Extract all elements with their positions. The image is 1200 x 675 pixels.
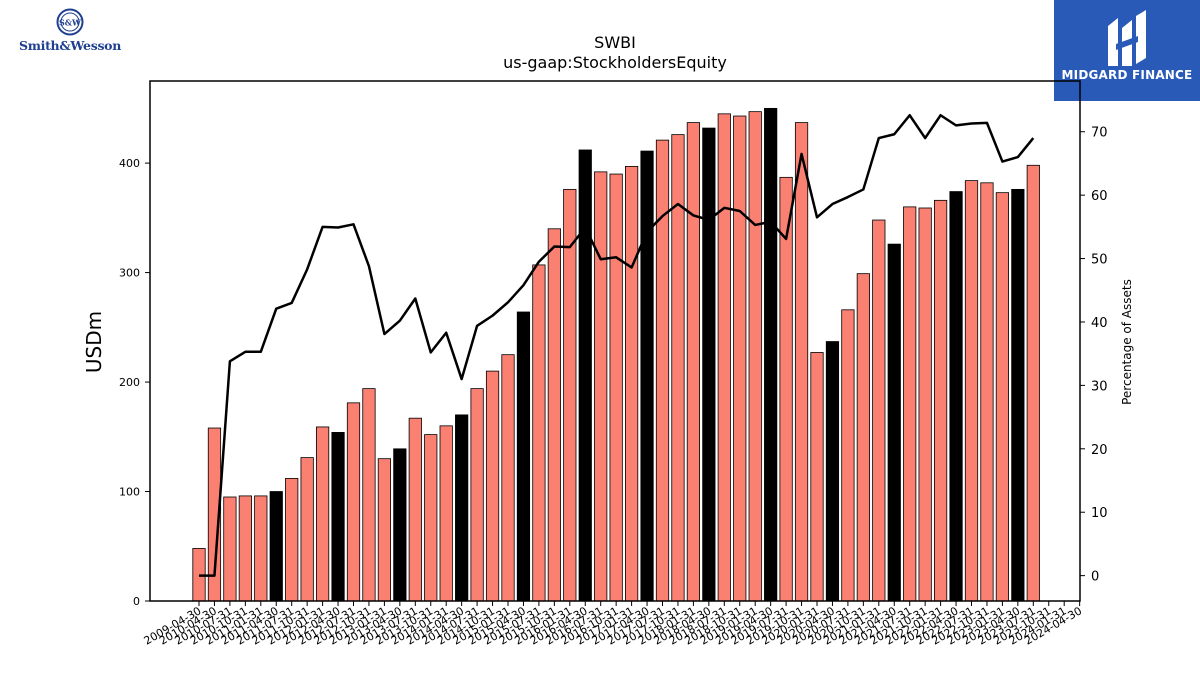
y2-tick-label: 30 xyxy=(1091,379,1108,394)
bar-2017-01-31 xyxy=(625,165,639,602)
bar-2012-04-30 xyxy=(331,432,345,602)
right-logo-text: MIDGARD FINANCE xyxy=(1061,68,1193,82)
y-tick-label: 200 xyxy=(119,376,140,389)
bar-2015-01-31 xyxy=(501,354,515,602)
smith-wesson-logo: S&W Smith&Wesson xyxy=(6,6,130,58)
bar-2015-07-31 xyxy=(532,264,546,602)
left-logo-text: Smith&Wesson xyxy=(18,38,122,53)
bar-2016-07-31 xyxy=(594,171,608,602)
y2-tick-label: 20 xyxy=(1091,443,1108,458)
bar-2018-04-30 xyxy=(702,127,716,602)
bar-2021-07-31 xyxy=(903,206,917,602)
percentage-line xyxy=(199,113,1035,577)
emblem-text: S&W xyxy=(59,18,82,28)
bar-2015-04-30 xyxy=(516,311,531,602)
bar-2011-10-31 xyxy=(300,457,314,602)
bar-2012-01-31 xyxy=(315,426,330,602)
bars-group xyxy=(192,107,1040,602)
bar-2021-01-31 xyxy=(872,219,886,602)
bar-2019-10-31 xyxy=(794,122,809,602)
bar-2019-04-30 xyxy=(764,107,778,602)
bar-2022-07-31 xyxy=(964,180,979,602)
bar-2018-07-31 xyxy=(717,113,731,602)
y2-tick-label: 60 xyxy=(1091,189,1108,204)
midgard-mark-icon xyxy=(1108,10,1146,66)
bar-2021-04-30 xyxy=(887,243,901,602)
bar-2020-04-30 xyxy=(825,341,840,602)
bar-2019-01-31 xyxy=(748,111,762,602)
bar-2011-07-31 xyxy=(285,477,299,602)
y-tick-label: 300 xyxy=(119,267,140,280)
bar-2023-01-31 xyxy=(995,192,1010,602)
y2-tick-label: 50 xyxy=(1091,253,1108,268)
bar-2022-04-30 xyxy=(949,191,963,602)
y2-tick-label: 0 xyxy=(1091,570,1099,585)
y-tick-label: 400 xyxy=(119,157,140,170)
bar-2012-10-31 xyxy=(362,388,376,602)
bar-2016-10-31 xyxy=(609,173,623,602)
bar-2014-01-31 xyxy=(439,425,453,602)
midgard-finance-logo: MIDGARD FINANCE xyxy=(1054,0,1200,101)
bar-2018-01-31 xyxy=(686,122,701,602)
axes-group: 01002003004000102030405060702009-04-3020… xyxy=(119,126,1108,648)
bar-2020-01-31 xyxy=(810,352,824,602)
chart-subtitle: us-gaap:StockholdersEquity xyxy=(503,53,727,72)
bar-2011-04-30 xyxy=(269,491,283,602)
bar-2012-07-31 xyxy=(346,402,361,602)
bar-2018-10-31 xyxy=(733,115,747,602)
bar-2019-07-31 xyxy=(779,176,793,602)
y-axis-label: USDm xyxy=(82,311,106,373)
bar-2022-01-31 xyxy=(934,199,948,602)
bar-2014-07-31 xyxy=(470,388,484,602)
bar-2011-01-31 xyxy=(254,495,268,602)
bar-2023-07-31 xyxy=(1026,164,1040,602)
bar-2010-07-31 xyxy=(223,496,237,602)
y2-tick-label: 70 xyxy=(1091,126,1108,141)
bar-2017-07-31 xyxy=(655,139,670,602)
line-group xyxy=(199,113,1035,577)
bar-2021-10-31 xyxy=(918,207,932,602)
bar-2016-04-30 xyxy=(578,149,592,602)
bar-2013-10-31 xyxy=(424,434,438,602)
smith-wesson-emblem-icon: S&W xyxy=(56,8,84,36)
bar-2010-10-31 xyxy=(238,495,252,602)
bar-2015-10-31 xyxy=(547,228,561,602)
bar-2014-04-30 xyxy=(455,414,469,602)
bar-2013-04-30 xyxy=(393,448,407,602)
bar-2022-10-31 xyxy=(980,182,994,602)
y-tick-label: 0 xyxy=(133,595,140,608)
bar-2016-01-31 xyxy=(563,188,577,602)
plot-frame xyxy=(149,80,1081,602)
bar-2017-04-30 xyxy=(640,150,654,602)
bar-2013-07-31 xyxy=(408,417,422,602)
bar-2020-07-31 xyxy=(841,309,855,602)
bar-2013-01-31 xyxy=(377,458,392,602)
bar-2014-10-31 xyxy=(485,370,500,602)
y2-axis-label: Percentage of Assets xyxy=(1120,279,1134,405)
y2-tick-label: 10 xyxy=(1091,506,1108,521)
chart-title: SWBI xyxy=(594,33,636,52)
y-tick-label: 100 xyxy=(119,486,140,499)
y2-tick-label: 40 xyxy=(1091,316,1108,331)
bar-2023-04-30 xyxy=(1011,188,1025,602)
bar-2020-10-31 xyxy=(856,273,870,602)
